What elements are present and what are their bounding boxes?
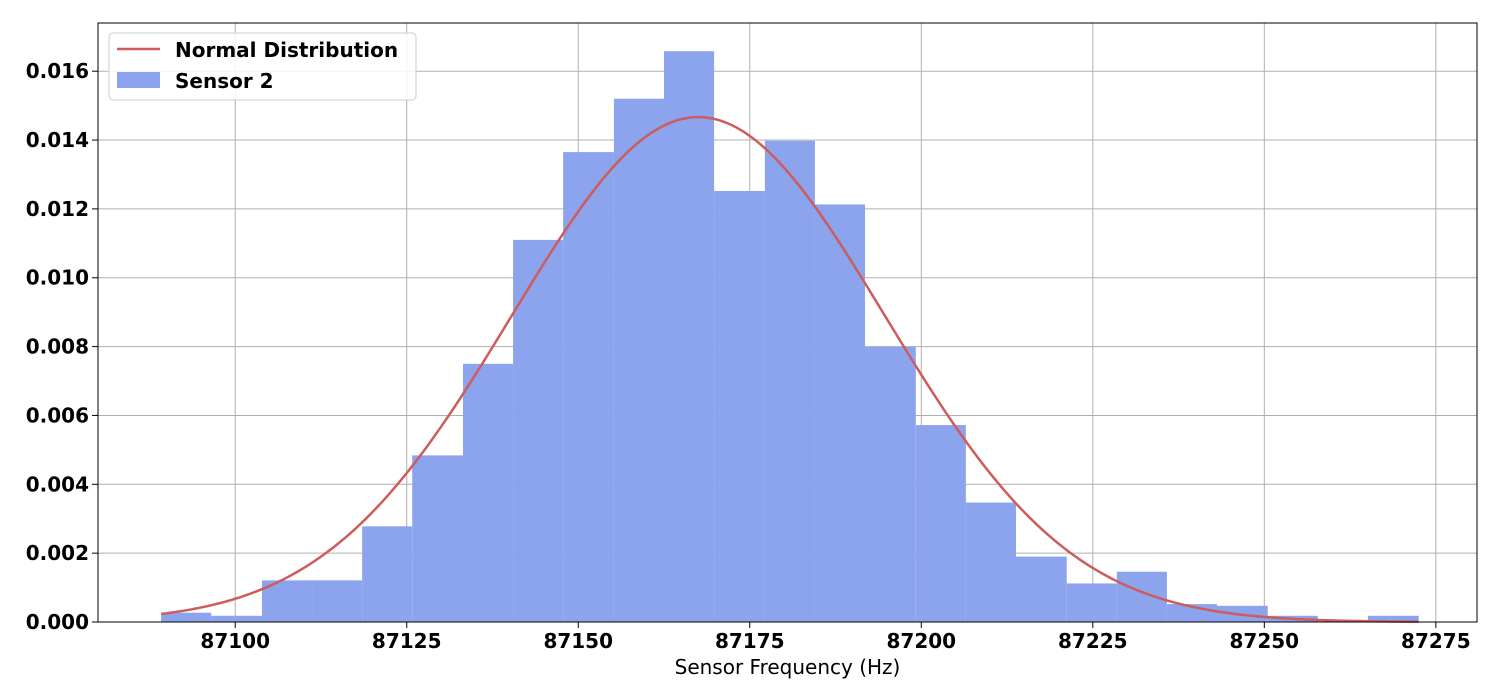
x-tick-label: 87150: [543, 629, 613, 653]
y-tick-label: 0.002: [26, 541, 89, 565]
histogram-bar: [261, 580, 313, 622]
histogram-bar: [814, 204, 866, 622]
x-axis-label: Sensor Frequency (Hz): [675, 655, 901, 679]
x-axis-ticks: 87100 87125 87150 87175 87200 87225 87250 87275: [200, 622, 1471, 653]
legend-box: [108, 32, 417, 101]
y-tick-label: 0.016: [26, 59, 89, 83]
histogram-bar: [211, 615, 262, 622]
plot-frame: [97, 22, 1478, 623]
histogram-bar: [865, 346, 916, 622]
x-tick-label: 87125: [372, 629, 442, 653]
y-axis-ticks: 0.000 0.002 0.004 0.006 0.008 0.010 0.012 0.014…: [26, 59, 98, 634]
y-tick-label: 0.000: [26, 610, 89, 634]
x-tick-label: 87200: [886, 629, 956, 653]
y-tick-label: 0.010: [26, 266, 89, 290]
histogram-bar: [412, 455, 463, 622]
histogram-bar: [714, 190, 765, 622]
x-tick-label: 87250: [1230, 629, 1300, 653]
x-tick-label: 87175: [715, 629, 785, 653]
y-tick-label: 0.014: [26, 128, 89, 152]
legend-label-sensor: Sensor 2: [175, 69, 274, 93]
histogram-bar: [1015, 556, 1067, 622]
histogram-bar: [462, 363, 514, 622]
histogram-bar: [613, 98, 665, 622]
y-tick-label: 0.004: [26, 472, 89, 496]
histogram-bar: [1066, 583, 1117, 622]
y-tick-label: 0.012: [26, 197, 89, 221]
histogram-bar: [563, 152, 614, 622]
x-tick-label: 87275: [1401, 629, 1471, 653]
x-tick-label: 87100: [200, 629, 270, 653]
histogram-bar: [1367, 615, 1419, 622]
histogram-bar: [915, 425, 966, 622]
y-tick-label: 0.006: [26, 403, 89, 427]
legend-patch-swatch: [117, 72, 160, 88]
legend: Normal Distribution Sensor 2: [108, 32, 417, 101]
histogram-bar: [664, 51, 715, 622]
histogram-bars: [161, 51, 1419, 622]
normal-distribution-curve: [160, 115, 1419, 623]
legend-label-normal: Normal Distribution: [175, 38, 398, 62]
x-tick-label: 87225: [1058, 629, 1128, 653]
histogram-bar: [513, 239, 564, 622]
histogram-bar: [965, 502, 1016, 622]
histogram-bar: [362, 526, 413, 622]
histogram-bar: [312, 580, 363, 622]
histogram-bar: [161, 612, 212, 622]
histogram-bar: [764, 140, 815, 622]
y-tick-label: 0.008: [26, 335, 89, 359]
